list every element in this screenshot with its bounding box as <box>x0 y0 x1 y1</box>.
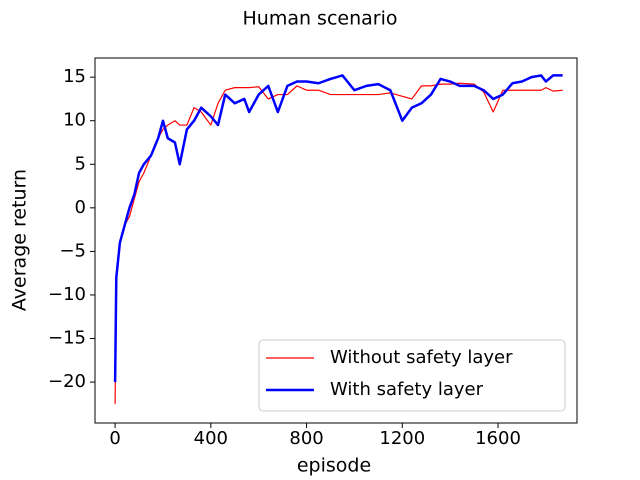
y-tick-label: −5 <box>59 240 86 261</box>
y-tick-label: −15 <box>48 328 86 349</box>
y-tick-label: −10 <box>48 284 86 305</box>
x-axis-label: episode <box>297 455 371 477</box>
legend-label: With safety layer <box>330 379 484 400</box>
y-tick-label: 10 <box>63 110 86 131</box>
x-tick-label: 0 <box>109 428 120 449</box>
x-tick-label: 800 <box>289 428 323 449</box>
y-tick-label: 5 <box>75 153 86 174</box>
axes-frame <box>94 57 578 424</box>
x-tick-label: 1600 <box>475 428 521 449</box>
y-tick-label: 15 <box>63 66 86 87</box>
legend-label: Without safety layer <box>330 347 513 368</box>
y-tick-label: 0 <box>75 197 86 218</box>
chart-title: Human scenario <box>243 8 398 30</box>
y-axis-label: Average return <box>9 169 31 311</box>
y-tick-label: −20 <box>48 371 86 392</box>
legend-box <box>258 339 566 412</box>
x-tick-label: 400 <box>194 428 228 449</box>
x-tick-label: 1200 <box>379 428 425 449</box>
series-line <box>113 74 563 383</box>
